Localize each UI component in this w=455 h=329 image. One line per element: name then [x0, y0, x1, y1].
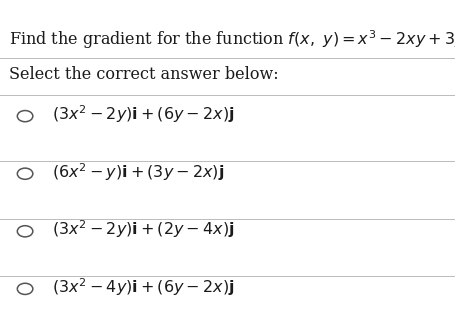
Text: $(3x^2 - 4y)\mathbf{i} + (6y - 2x)\mathbf{j}$: $(3x^2 - 4y)\mathbf{i} + (6y - 2x)\mathb… — [52, 276, 234, 298]
Text: Select the correct answer below:: Select the correct answer below: — [9, 66, 278, 83]
Text: $(3x^2 - 2y)\mathbf{i} + (2y - 4x)\mathbf{j}$: $(3x^2 - 2y)\mathbf{i} + (2y - 4x)\mathb… — [52, 219, 234, 240]
Text: $(6x^2 - y)\mathbf{i} + (3y - 2x)\mathbf{j}$: $(6x^2 - y)\mathbf{i} + (3y - 2x)\mathbf… — [52, 161, 224, 183]
Text: $(3x^2 - 2y)\mathbf{i} + (6y - 2x)\mathbf{j}$: $(3x^2 - 2y)\mathbf{i} + (6y - 2x)\mathb… — [52, 104, 234, 125]
Text: Find the gradient for the function $f(x,\ y) = x^3 - 2xy + 3y^2$.: Find the gradient for the function $f(x,… — [9, 28, 455, 51]
